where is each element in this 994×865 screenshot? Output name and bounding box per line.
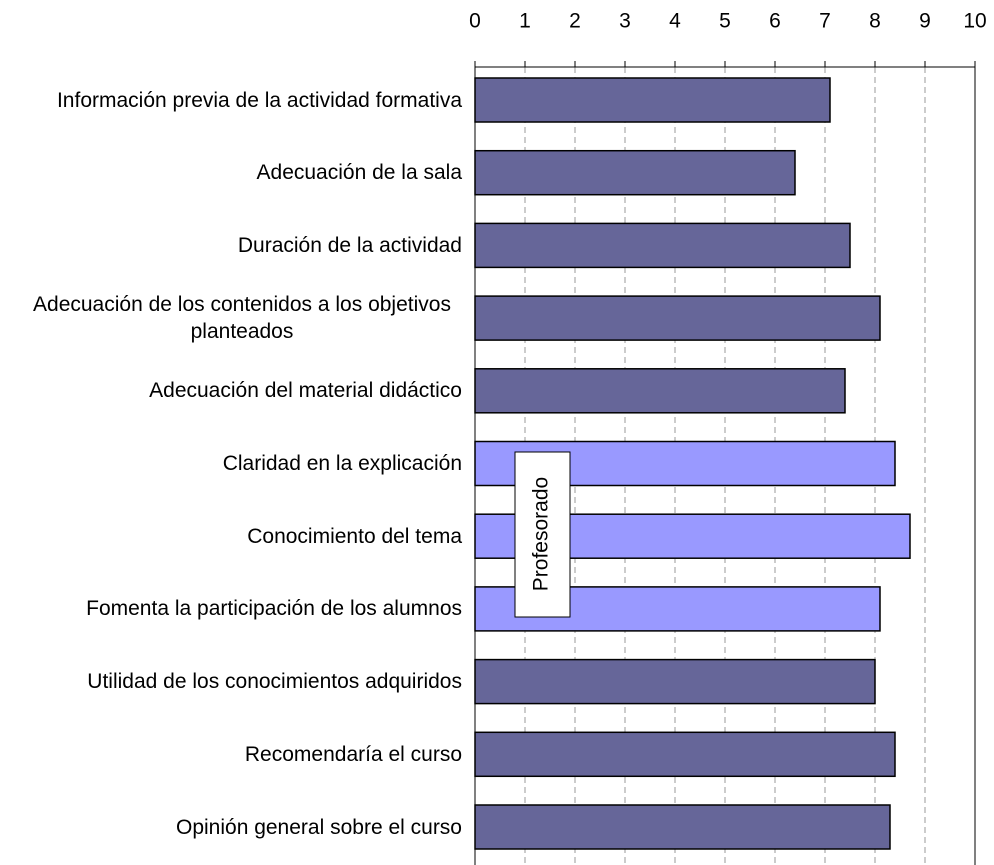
bar bbox=[474, 368, 846, 414]
category-label-box: Utilidad de los conocimientos adquiridos bbox=[0, 646, 462, 718]
x-tick-label: 2 bbox=[569, 10, 581, 33]
y-tick-label: Utilidad de los conocimientos adquiridos bbox=[87, 670, 462, 694]
bar bbox=[474, 222, 851, 269]
bar bbox=[474, 658, 876, 705]
bar bbox=[474, 77, 831, 123]
y-tick-label: Fomenta la participación de los alumnos bbox=[86, 597, 462, 621]
y-tick-label: Claridad en la explicación bbox=[222, 452, 462, 475]
y-tick-label: Duración de la actividad bbox=[237, 233, 462, 257]
x-tick-label: 7 bbox=[819, 10, 831, 33]
y-tick-label: Adecuación de los contenidos a los objet… bbox=[33, 293, 451, 344]
x-tick-label: 0 bbox=[469, 10, 481, 33]
category-label-box: Claridad en la explicación bbox=[0, 428, 462, 500]
x-tick-label: 3 bbox=[619, 10, 631, 33]
x-tick-label: 6 bbox=[769, 10, 781, 33]
x-tick-label: 1 bbox=[519, 10, 531, 33]
category-label-box: Duración de la actividad bbox=[0, 209, 462, 281]
category-label-box: Fomenta la participación de los alumnos bbox=[0, 573, 462, 645]
x-tick-label: 10 bbox=[963, 10, 986, 33]
bar bbox=[474, 804, 891, 850]
category-label-box: Información previa de la actividad forma… bbox=[0, 64, 462, 136]
bar bbox=[474, 731, 896, 778]
bar bbox=[474, 295, 881, 341]
y-tick-label: Conocimiento del tema bbox=[247, 524, 462, 548]
bar bbox=[474, 149, 796, 196]
x-tick-label: 9 bbox=[919, 10, 931, 33]
y-tick-label: Opinión general sobre el curso bbox=[175, 815, 462, 839]
category-label-box: Recomendaría el curso bbox=[0, 718, 462, 790]
x-tick-label: 5 bbox=[719, 10, 731, 33]
category-label-box: Adecuación del material didáctico bbox=[0, 355, 462, 427]
x-tick-label: 4 bbox=[669, 10, 681, 33]
annotation: Profesorado bbox=[530, 477, 553, 591]
y-tick-label: Adecuación del material didáctico bbox=[149, 379, 462, 403]
annotation-box bbox=[514, 451, 571, 618]
x-tick-label: 8 bbox=[869, 10, 881, 33]
category-label-box: Conocimiento del tema bbox=[0, 500, 462, 572]
y-tick-label: Recomendaría el curso bbox=[244, 742, 462, 766]
y-tick-label: Adecuación de la sala bbox=[256, 161, 462, 185]
category-label-box: Adecuación de la sala bbox=[0, 137, 462, 209]
category-label-box: Adecuación de los contenidos a los objet… bbox=[0, 282, 462, 354]
category-label-box: Opinión general sobre el curso bbox=[0, 791, 462, 863]
y-tick-label: Información previa de la actividad forma… bbox=[56, 88, 462, 112]
